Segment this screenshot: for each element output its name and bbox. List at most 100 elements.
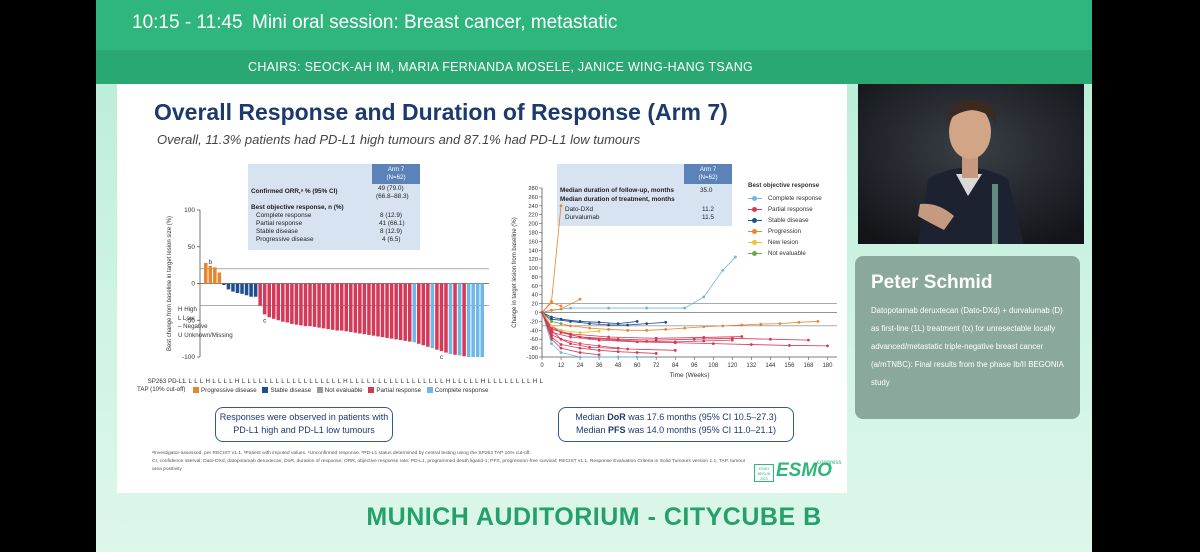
pdl1-callout: Responses were observed in patients with…	[215, 407, 393, 442]
waterfall-bar	[258, 283, 262, 306]
waterfall-bar	[367, 283, 371, 335]
y-axis-label: Best change from baseline in target lesi…	[167, 216, 173, 351]
x-tick-label: 168	[803, 363, 814, 369]
table-row-value: 41 (66.1)	[379, 220, 405, 227]
waterfall-bar	[299, 283, 303, 326]
spider-point	[768, 337, 772, 341]
waterfall-bar	[281, 283, 285, 322]
waterfall-bar	[294, 283, 299, 325]
waterfall-bar	[330, 283, 335, 330]
orr-ci: (66.8–88.3)	[376, 193, 409, 200]
waterfall-bar	[407, 283, 412, 342]
spider-point	[626, 347, 630, 351]
spider-point	[826, 344, 829, 348]
table-row-value: 8 (12.9)	[380, 228, 403, 235]
waterfall-bar	[321, 283, 326, 329]
spider-point	[578, 331, 582, 334]
y-tick-label: -100	[182, 354, 195, 361]
spider-point	[569, 332, 572, 336]
waterfall-bar	[417, 283, 421, 344]
spider-point	[778, 322, 782, 326]
waterfall-bar	[271, 283, 276, 319]
waterfall-bar	[222, 283, 226, 285]
spider-point	[788, 344, 791, 347]
table-header: Arm 7 (N=62)	[684, 164, 732, 184]
legend-swatch	[316, 387, 323, 393]
bar-annotation: c	[263, 317, 267, 324]
waterfall-bar	[290, 283, 294, 324]
followup-value: 35.0	[700, 187, 713, 194]
y-tick-label: 40	[532, 293, 538, 299]
spider-point	[597, 344, 601, 348]
spider-point	[559, 351, 563, 354]
bor-label: Best objective response, n (%)	[251, 204, 344, 211]
bar-annotation: c	[440, 354, 444, 361]
waterfall-bar	[249, 283, 253, 297]
spider-point	[550, 308, 553, 312]
y-tick-label: -60	[530, 337, 538, 343]
spider-point	[569, 324, 572, 328]
y-tick-label: 50	[188, 244, 196, 251]
spider-point	[550, 324, 553, 328]
spider-point	[797, 320, 801, 324]
x-tick-label: 96	[691, 363, 698, 369]
waterfall-bar	[435, 283, 439, 350]
y-tick-label: 100	[184, 207, 195, 214]
waterfall-bar	[444, 283, 448, 353]
waterfall-bar	[335, 283, 339, 331]
legend-swatch	[426, 387, 433, 393]
spider-point	[664, 320, 668, 324]
y-tick-label: 240	[528, 204, 538, 210]
waterfall-legend: Progressive disease Stable disease Not e…	[189, 387, 488, 394]
spider-point	[559, 346, 563, 350]
waterfall-bar	[398, 283, 403, 341]
table-row-label: Stable disease	[256, 228, 298, 235]
waterfall-bar	[466, 283, 471, 357]
y-tick-label: 260	[528, 195, 538, 201]
spider-point	[588, 326, 591, 330]
spider-point	[734, 255, 737, 259]
spider-point	[540, 311, 544, 314]
waterfall-bar	[371, 283, 376, 336]
spider-point	[645, 340, 649, 343]
spider-point	[692, 337, 696, 341]
spider-point	[559, 304, 563, 308]
waterfall-bar	[308, 283, 312, 327]
spider-point	[550, 328, 553, 331]
y-tick-label: 200	[528, 222, 538, 228]
waterfall-bar	[349, 283, 353, 333]
spider-point	[607, 328, 611, 331]
session-time: 10:15 - 11:45	[132, 12, 243, 33]
waterfall-chart: 100 50 0 -50 -100 Best change from baseline i…	[167, 186, 837, 379]
legend-swatch	[368, 387, 375, 393]
slide-subtitle: Overall, 11.3% patients had PD-L1 high t…	[157, 132, 641, 147]
tap-label: SP263 PD-L1 TAP (10% cut-off)	[137, 378, 186, 393]
waterfall-bar	[439, 283, 444, 352]
spider-point	[616, 338, 620, 342]
spider-point	[721, 268, 725, 272]
y-tick-label: -40	[530, 328, 538, 334]
waterfall-bar	[312, 283, 317, 327]
spider-point	[807, 338, 810, 342]
y-tick-label: 280	[528, 186, 538, 192]
legend-swatch	[262, 387, 269, 393]
x-tick-label: 0	[540, 363, 544, 369]
spider-series-line	[541, 312, 676, 351]
spider-series-line	[541, 312, 809, 341]
spider-point	[559, 204, 563, 208]
waterfall-bar	[453, 283, 457, 355]
spider-point	[578, 342, 582, 346]
spider-point	[559, 307, 563, 311]
spider-point	[550, 337, 553, 341]
dor-pfs-callout: Median DoR was 17.6 months (95% CI 10.5–…	[558, 407, 794, 442]
esmo-logo: ESMO BERLIN 2023 ESMO congress	[754, 458, 841, 486]
venue-name: MUNICH AUDITORIUM - CITYCUBE B	[366, 503, 822, 531]
spider-point	[578, 297, 582, 301]
letterbox-left	[0, 0, 96, 552]
x-axis-label: Time (Weeks)	[669, 372, 709, 379]
spider-point	[597, 353, 601, 357]
waterfall-bar	[471, 283, 475, 357]
waterfall-bar	[358, 283, 362, 334]
waterfall-bar	[353, 283, 358, 333]
waterfall-bar	[213, 267, 217, 284]
